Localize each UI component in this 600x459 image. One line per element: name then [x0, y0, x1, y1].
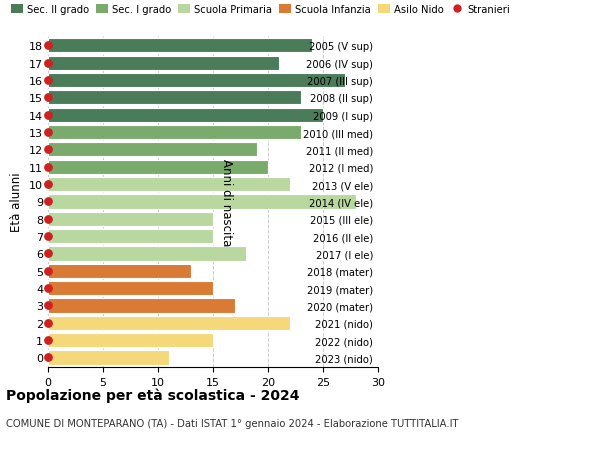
Bar: [48, 299, 235, 313]
Bar: [48, 178, 290, 192]
Point: [43, 233, 53, 240]
Bar: [48, 351, 169, 365]
Point: [43, 302, 53, 309]
Point: [43, 198, 53, 206]
Point: [43, 77, 53, 84]
Point: [43, 354, 53, 361]
Bar: [48, 281, 213, 296]
Legend: Sec. II grado, Sec. I grado, Scuola Primaria, Scuola Infanzia, Asilo Nido, Stran: Sec. II grado, Sec. I grado, Scuola Prim…: [11, 5, 509, 15]
Bar: [48, 316, 290, 330]
Bar: [48, 74, 345, 88]
Bar: [48, 56, 279, 71]
Y-axis label: Anni di nascita: Anni di nascita: [220, 158, 233, 246]
Bar: [48, 230, 213, 244]
Bar: [48, 126, 301, 140]
Bar: [48, 195, 356, 209]
Point: [43, 216, 53, 223]
Text: COMUNE DI MONTEPARANO (TA) - Dati ISTAT 1° gennaio 2024 - Elaborazione TUTTITALI: COMUNE DI MONTEPARANO (TA) - Dati ISTAT …: [6, 418, 458, 428]
Bar: [48, 333, 213, 347]
Point: [43, 43, 53, 50]
Point: [43, 112, 53, 119]
Bar: [48, 91, 301, 105]
Bar: [48, 108, 323, 123]
Point: [43, 268, 53, 275]
Point: [43, 60, 53, 67]
Bar: [48, 247, 246, 261]
Point: [43, 95, 53, 102]
Bar: [48, 160, 268, 174]
Point: [43, 319, 53, 327]
Point: [43, 146, 53, 154]
Point: [43, 164, 53, 171]
Point: [43, 285, 53, 292]
Bar: [48, 39, 312, 53]
Y-axis label: Età alunni: Età alunni: [10, 172, 23, 232]
Point: [43, 250, 53, 257]
Text: Popolazione per età scolastica - 2024: Popolazione per età scolastica - 2024: [6, 388, 299, 403]
Bar: [48, 264, 191, 278]
Point: [43, 181, 53, 188]
Point: [43, 337, 53, 344]
Bar: [48, 143, 257, 157]
Bar: [48, 212, 213, 226]
Point: [43, 129, 53, 136]
